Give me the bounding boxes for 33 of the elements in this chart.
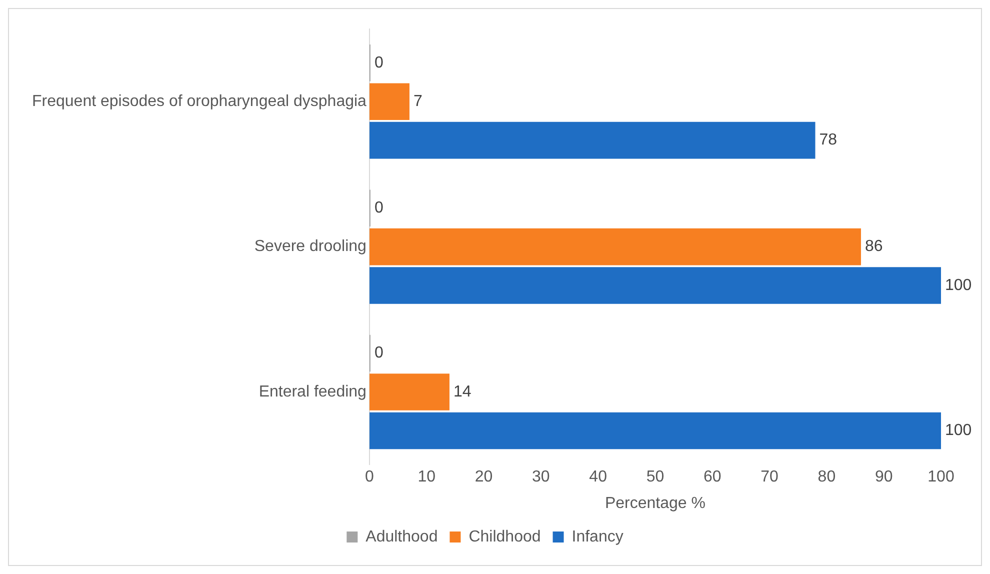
data-label: 0	[374, 344, 384, 362]
x-axis-title: Percentage %	[604, 494, 706, 512]
bar	[369, 83, 410, 120]
legend-label: Adulthood	[366, 528, 438, 546]
x-tick-label: 60	[703, 468, 722, 486]
y-tick-label: Severe drooling	[254, 238, 366, 256]
legend-label: Childhood	[468, 528, 541, 546]
bar	[369, 122, 816, 159]
bar	[369, 228, 861, 266]
x-tick-label: 30	[532, 468, 550, 486]
bar	[369, 267, 941, 304]
y-tick-label: Frequent episodes of oropharyngeal dysphagia	[32, 93, 367, 110]
legend-label: Infancy	[572, 528, 624, 546]
data-label: 100	[945, 422, 972, 440]
data-label: 78	[819, 132, 838, 149]
x-tick-label: 0	[365, 468, 374, 486]
x-tick-label: 70	[760, 468, 779, 486]
data-label: 14	[453, 383, 472, 400]
data-label: 100	[945, 276, 972, 294]
x-tick-label: 80	[818, 468, 836, 486]
data-label: 0	[374, 199, 384, 216]
y-tick-label: Enteral feeding	[258, 383, 366, 400]
x-tick-label: 100	[928, 468, 954, 486]
data-label: 7	[413, 93, 422, 110]
x-tick-label: 20	[474, 468, 493, 486]
data-label: 86	[864, 238, 883, 256]
bar	[369, 412, 941, 450]
data-label: 0	[374, 54, 384, 72]
x-tick-label: 40	[589, 468, 608, 486]
bar	[369, 374, 450, 410]
x-tick-label: 50	[646, 468, 664, 486]
x-tick-label: 90	[874, 468, 893, 486]
x-tick-label: 10	[418, 468, 436, 486]
